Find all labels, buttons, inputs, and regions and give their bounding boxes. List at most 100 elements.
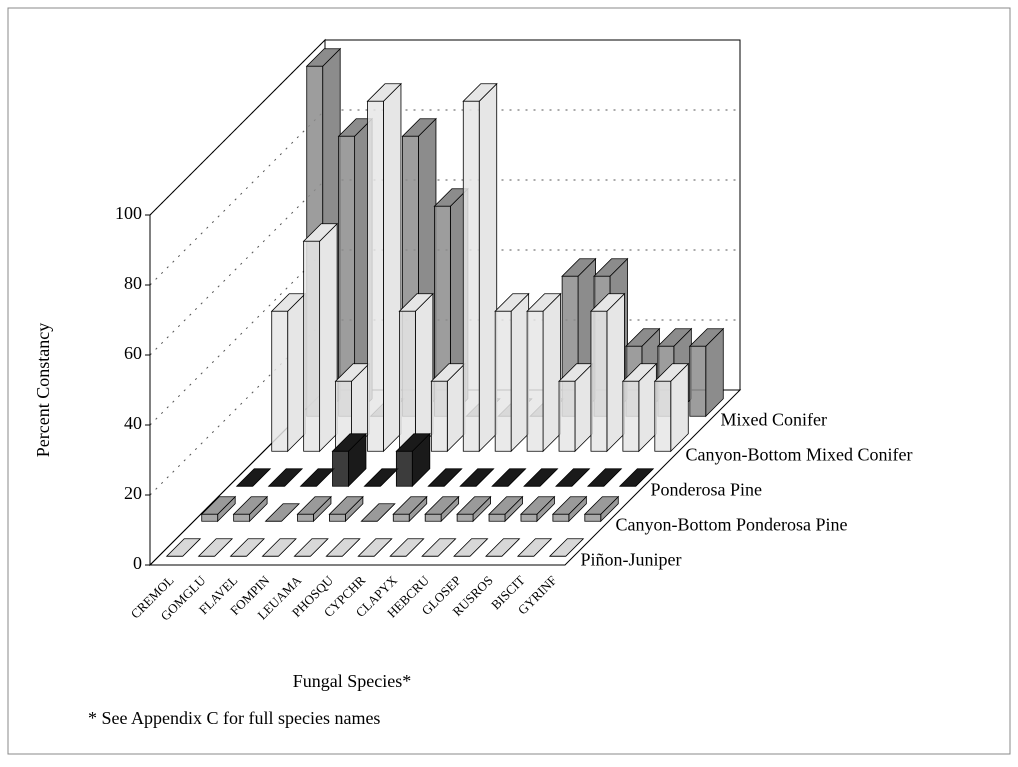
bar-top <box>459 468 495 487</box>
bar <box>427 468 463 487</box>
bar-front <box>526 310 544 452</box>
bar-front <box>552 513 570 522</box>
bar-front <box>329 513 346 522</box>
bar-top <box>523 468 559 487</box>
bar-top <box>491 468 527 487</box>
bar-top <box>548 538 585 557</box>
bar-top <box>453 538 489 557</box>
bar-top <box>235 468 272 487</box>
bar <box>334 362 371 453</box>
bar-front <box>399 310 416 452</box>
series-label: Canyon-Bottom Ponderosa Pine <box>616 515 848 535</box>
bar <box>229 538 266 557</box>
bar <box>589 292 626 453</box>
bar <box>331 432 367 488</box>
bar <box>299 468 336 487</box>
grid <box>145 39 740 566</box>
bar <box>261 538 297 557</box>
bar <box>325 538 361 557</box>
bar-side <box>478 82 498 453</box>
bar-top <box>229 538 266 557</box>
bar <box>494 292 530 453</box>
bar-front <box>689 345 707 417</box>
bar <box>235 468 272 487</box>
bar-front <box>590 310 608 452</box>
bar-front <box>233 513 251 522</box>
bar <box>430 362 466 453</box>
bar <box>526 292 562 453</box>
bar <box>293 538 329 557</box>
bar-side <box>287 292 306 453</box>
bar <box>395 432 431 488</box>
bar-top <box>586 468 623 487</box>
bar-top <box>299 468 336 487</box>
bar <box>337 117 374 418</box>
bar-top <box>360 503 396 522</box>
bar-front <box>367 100 384 452</box>
note: * See Appendix C for full species names <box>88 708 380 728</box>
bar <box>363 468 399 487</box>
bar-top <box>293 538 329 557</box>
bar-side <box>319 222 338 453</box>
bar-top <box>165 538 202 557</box>
bar <box>267 468 304 487</box>
bar-side <box>510 292 530 453</box>
bar-front <box>456 513 474 522</box>
bar-front <box>424 513 442 522</box>
series-label: Ponderosa Pine <box>651 480 763 500</box>
bar <box>462 82 498 453</box>
bar <box>548 538 585 557</box>
bar-front <box>622 380 640 452</box>
bar-front <box>303 240 321 452</box>
bar-top <box>554 468 591 487</box>
bar <box>491 468 527 487</box>
bar <box>484 538 521 557</box>
bar <box>519 495 556 523</box>
bar <box>165 538 202 557</box>
bar <box>456 495 492 523</box>
y-tick-label: 60 <box>124 343 142 363</box>
y-tick-label: 20 <box>124 483 142 503</box>
bar <box>621 362 658 453</box>
bar-side <box>383 82 402 453</box>
bar-front <box>297 513 314 522</box>
bar-side <box>542 292 561 453</box>
grid-line <box>149 39 740 216</box>
bar <box>232 495 269 523</box>
bar <box>392 495 428 523</box>
bar-front <box>654 380 672 452</box>
bar <box>200 495 237 523</box>
series-label: Mixed Conifer <box>721 410 827 430</box>
bar <box>488 495 524 523</box>
bar-front <box>430 380 448 452</box>
y-tick-label: 0 <box>133 553 142 573</box>
y-tick-label: 80 <box>124 273 142 293</box>
frame <box>7 7 1011 755</box>
bar <box>653 362 690 453</box>
bar <box>459 468 495 487</box>
y-tick-label: 100 <box>115 203 142 223</box>
bar-front <box>462 100 480 452</box>
bar <box>421 538 457 557</box>
bar-side <box>414 292 434 453</box>
bar <box>328 495 364 523</box>
x-axis-label: Fungal Species* <box>293 671 412 691</box>
bar-front <box>332 450 349 487</box>
bar <box>558 362 594 453</box>
bar <box>554 468 591 487</box>
bar <box>424 495 460 523</box>
bar <box>688 327 725 418</box>
bar <box>583 495 620 523</box>
bar-top <box>618 468 655 487</box>
bar <box>618 468 655 487</box>
bar-top <box>363 468 399 487</box>
bar-front <box>494 310 512 452</box>
bar-top <box>267 468 304 487</box>
bar <box>586 468 623 487</box>
series-label: Canyon-Bottom Mixed Conifer <box>686 445 913 465</box>
bar-top <box>484 538 521 557</box>
bar-top <box>389 538 425 557</box>
bar-top <box>197 538 234 557</box>
bar-top <box>421 538 457 557</box>
